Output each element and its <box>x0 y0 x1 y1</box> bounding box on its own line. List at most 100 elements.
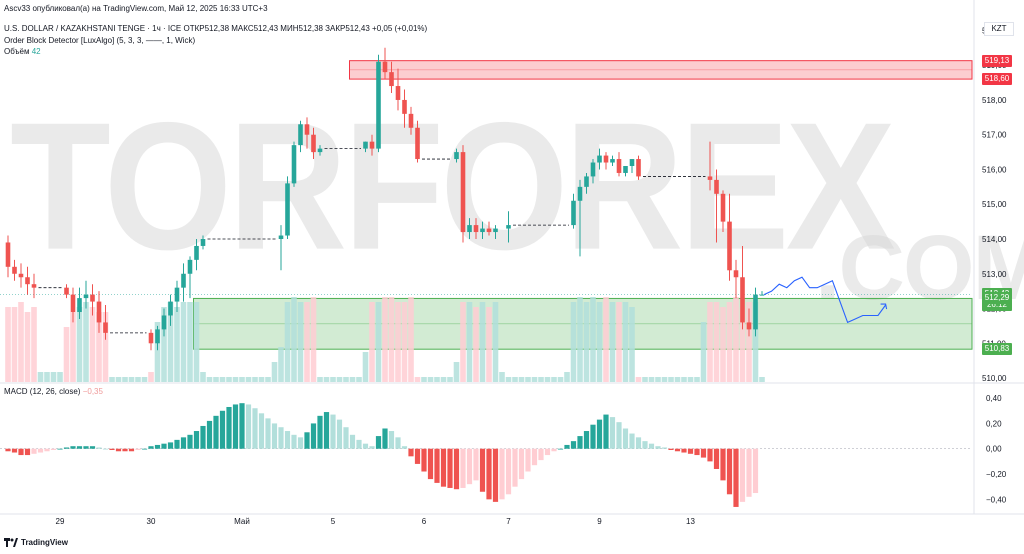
forecast-projection-line <box>763 276 887 324</box>
volume-bar <box>135 377 141 382</box>
macd-histogram-bar <box>492 448 499 502</box>
volume-bar <box>154 322 161 382</box>
volume-bar <box>700 322 707 382</box>
currency-button[interactable]: KZT <box>984 22 1014 36</box>
macd-histogram-bar <box>219 410 226 449</box>
volume-bar <box>570 302 577 382</box>
macd-histogram-bar <box>648 443 655 449</box>
volume-indicator-label[interactable]: Объём 42 <box>4 47 41 56</box>
volume-bar <box>466 302 473 382</box>
volume-bar <box>50 372 57 382</box>
macd-histogram-bar <box>596 419 603 449</box>
candle-body <box>506 225 511 229</box>
price-tick-label: 510,00 <box>982 374 1007 383</box>
candle-body <box>460 152 466 233</box>
macd-histogram-bar <box>577 436 583 449</box>
candle-body <box>759 294 765 296</box>
macd-histogram-bar <box>37 448 44 453</box>
macd-histogram-bar <box>395 437 401 449</box>
volume-bar <box>414 377 421 382</box>
macd-histogram-bar <box>180 437 187 449</box>
macd-histogram-bar <box>50 448 57 450</box>
candle-body <box>285 183 290 236</box>
macd-histogram-bar <box>83 446 89 449</box>
volume-bar <box>11 307 18 382</box>
volume-bar <box>193 302 200 382</box>
macd-tick-label: −0,40 <box>986 495 1007 504</box>
volume-bar <box>603 297 609 382</box>
candle-body <box>753 294 758 330</box>
candle-body <box>740 277 745 323</box>
macd-histogram-bar <box>486 448 492 500</box>
macd-histogram-bar <box>265 418 271 449</box>
macd-histogram-bar <box>642 441 648 449</box>
candle-body <box>571 200 576 226</box>
macd-histogram-bar <box>356 439 362 449</box>
macd-histogram-bar <box>687 448 694 454</box>
volume-bar <box>304 302 310 382</box>
macd-histogram-bar <box>707 448 713 462</box>
candle-body <box>161 315 167 330</box>
time-tick-label: 9 <box>597 517 602 526</box>
macd-histogram-bar <box>473 448 479 481</box>
macd-histogram-bar <box>538 448 544 461</box>
volume-bar <box>557 377 564 382</box>
volume-bar <box>460 302 466 382</box>
macd-histogram-bar <box>739 448 746 502</box>
volume-bar <box>440 377 447 382</box>
macd-indicator-label[interactable]: MACD (12, 26, close) −0,35 <box>4 387 103 396</box>
indicator-line[interactable]: Order Block Detector [LuxAlgo] (5, 3, 3,… <box>4 36 196 45</box>
price-tick-label: 515,00 <box>982 200 1007 209</box>
macd-histogram-bar <box>362 443 369 449</box>
volume-bar <box>499 372 505 382</box>
volume-bar <box>453 362 460 382</box>
volume-bar <box>622 302 629 382</box>
macd-histogram-bar <box>726 448 733 495</box>
macd-histogram-bar <box>388 431 395 449</box>
volume-bar <box>512 377 518 382</box>
volume-bar <box>551 377 557 382</box>
volume-bar <box>726 302 733 382</box>
macd-histogram-bar <box>733 448 739 507</box>
candle-body <box>493 228 498 233</box>
macd-histogram-bar <box>752 448 759 494</box>
volume-bar <box>122 377 128 382</box>
volume-bar <box>310 297 317 382</box>
volume-bar <box>486 307 492 382</box>
candle-body <box>636 159 641 177</box>
macd-histogram-bar <box>570 441 577 449</box>
macd-tick-label: 0,20 <box>986 419 1002 428</box>
macd-histogram-bar <box>96 447 102 449</box>
volume-bar <box>89 307 96 382</box>
volume-bar <box>720 307 726 382</box>
tradingview-logo[interactable]: TradingView <box>4 538 68 547</box>
volume-bar <box>44 372 50 382</box>
volume-bar <box>284 302 291 382</box>
volume-bar <box>369 302 375 382</box>
macd-histogram-bar <box>681 448 687 453</box>
macd-histogram-bar <box>135 448 141 450</box>
macd-histogram-bar <box>258 413 265 449</box>
candle-body <box>408 113 414 128</box>
volume-bar <box>128 377 135 382</box>
candle-body <box>616 159 622 173</box>
candle-body <box>181 273 186 288</box>
volume-bar <box>31 307 37 382</box>
macd-histogram-bar <box>525 448 531 472</box>
macd-histogram-bar <box>245 404 252 449</box>
macd-histogram-bar <box>401 446 408 449</box>
volume-bar <box>590 297 596 382</box>
macd-histogram-bar <box>609 417 616 449</box>
candle-body <box>96 301 102 323</box>
volume-bar <box>674 377 681 382</box>
candle-body <box>174 287 180 302</box>
candle-body <box>12 266 17 274</box>
volume-bar <box>759 377 765 382</box>
macd-histogram-bar <box>44 448 50 452</box>
price-tick-label: 516,00 <box>982 165 1007 174</box>
macd-histogram-bar <box>141 448 148 450</box>
macd-histogram-bar <box>564 444 570 449</box>
volume-bar <box>375 302 382 382</box>
macd-histogram-bar <box>330 414 336 449</box>
